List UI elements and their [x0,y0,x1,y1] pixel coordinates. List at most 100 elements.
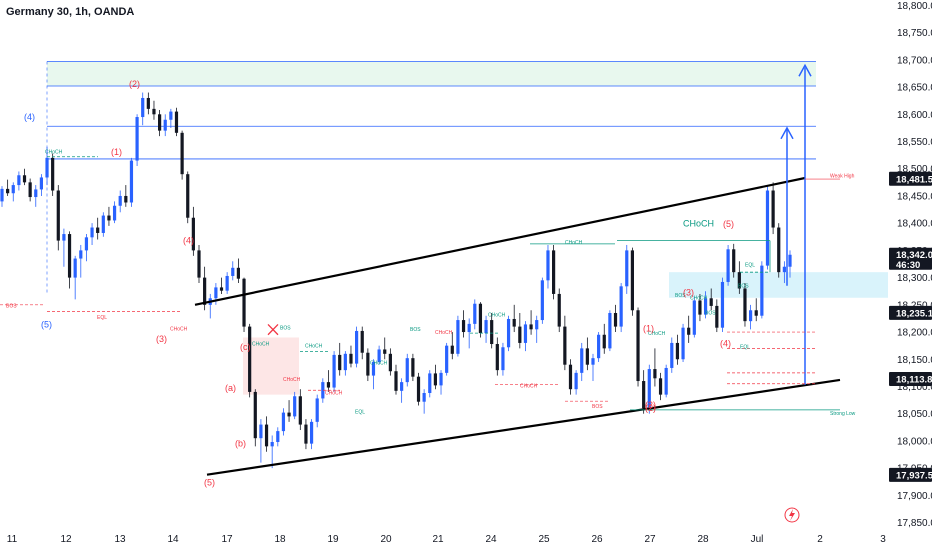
price-tag-bg [889,171,932,186]
candle-body [124,195,128,203]
structure-label-extra: EQL [740,344,750,350]
candle-body [602,334,606,349]
price-tag-label: 18,113.8 [896,374,932,385]
wave-label-red: (5) [723,219,734,229]
structure-label: BOS [592,404,603,410]
candle-body [546,250,550,281]
price-tag-label: 18,481.5 [896,174,932,185]
candle-body [597,334,601,359]
structure-label: CHoCH [370,361,388,367]
lightning-icon[interactable] [784,507,800,523]
candle-body [782,266,786,273]
candle-body [315,398,319,422]
channel-upper-line[interactable] [194,176,806,306]
candle-body [158,114,162,131]
wave-label-red: (3) [683,288,694,298]
x-tick-label: 17 [221,534,233,545]
candle-body [383,349,387,354]
channel-lower-line[interactable] [206,378,841,476]
structure-label: BOS [6,304,17,310]
candle-body [163,119,167,131]
candle-body [360,330,364,353]
candle-body [630,250,634,311]
candle-body [225,275,229,291]
wave-label-red: (3) [156,334,167,344]
candle-body [495,344,499,371]
candle-body [506,318,511,348]
x-tick-label: 13 [114,534,126,545]
supply-zone [243,337,299,395]
wave-label-red: (2) [645,403,656,413]
structure-label: CHoCH [305,343,323,349]
candle-body [264,424,269,447]
candle-body [146,97,150,109]
candle-body [580,348,584,373]
candle-body [281,412,286,432]
wave-label-red: (2) [645,400,656,410]
structure-label-extra: EQL [355,410,365,416]
candle-body [726,249,730,282]
y-tick-label: 18,000.0 [897,436,932,447]
candle-body [135,117,139,161]
candle-body [653,369,657,379]
candle-body [304,424,308,444]
target-zone [47,61,816,87]
structure-label: CHoCH [283,377,301,383]
y-tick-label: 18,650.0 [897,83,932,94]
candle-body [456,320,460,354]
candle-body [118,195,122,206]
candle-body [259,424,263,439]
structure-label: CHoCH [170,326,188,332]
y-tick-label: 17,850.0 [897,518,932,529]
candle-body [39,177,43,190]
structure-label: BOS [410,327,421,333]
price-tag-bg [889,247,932,270]
y-tick-label: 18,050.0 [897,409,932,420]
candle-body [473,303,477,324]
x-tick-label: 26 [591,534,603,545]
candle-body [518,326,522,343]
target-arrow-1-head [798,63,812,77]
candle-body [478,303,483,334]
y-tick-label: 18,200.0 [897,328,932,339]
big-choch-label: CHoCH [683,218,714,228]
symbol-title: Germany 30, 1h, OANDA [6,6,135,18]
candle-body [180,132,184,175]
candle-body [236,267,240,279]
candle-body [625,250,629,287]
candle-body [28,182,32,198]
candle-body [332,354,336,388]
candle-body [461,320,466,333]
y-tick-label: 18,500.0 [897,164,932,175]
candle-body [242,278,246,327]
candle-body [203,277,207,305]
wave-label-blue: (5) [41,320,52,330]
candle-body [34,189,38,198]
target-arrow-2-head [780,126,794,140]
wave-label-red: (4) [720,339,731,349]
candle-body [152,108,156,115]
candle-body [377,349,381,362]
candle-body [484,320,488,334]
candle-body [79,250,83,259]
invalidation-x-icon [267,323,279,336]
structure-label-extra: BOS [705,311,716,317]
candle-body [107,215,111,221]
structure-label: EQL [97,315,107,321]
candle-body [73,258,77,278]
candle-body [692,300,696,335]
strong-low-label: Strong Low [830,411,856,417]
x-tick-label: 24 [485,534,497,545]
candle-body [355,330,359,364]
y-axis-bg [888,0,932,550]
candle-body [698,300,702,315]
candle-body [326,382,331,388]
candle-body [687,327,691,335]
candle-body [112,205,117,221]
price-tag-label: 18,342.0 [896,250,932,261]
price-tag-bg [889,371,932,386]
x-tick-label: 18 [274,534,286,545]
y-tick-label: 18,550.0 [897,137,932,148]
y-tick-label: 18,100.0 [897,382,932,393]
